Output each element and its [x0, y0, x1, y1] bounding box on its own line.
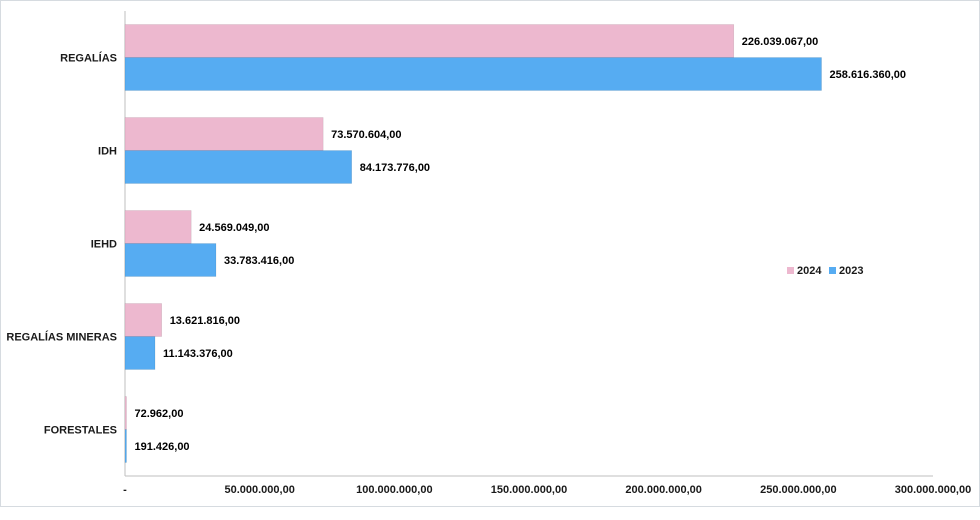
data-label: 72.962,00 — [135, 408, 184, 420]
legend-swatch — [829, 267, 836, 274]
data-label: 33.783.416,00 — [224, 255, 294, 267]
data-label: 11.143.376,00 — [163, 348, 233, 360]
bar-2024 — [124, 303, 162, 337]
data-label: 191.426,00 — [135, 441, 190, 453]
bar-2024 — [124, 396, 127, 430]
x-tick-label: 100.000.000,00 — [356, 484, 432, 496]
x-tick-label: 200.000.000,00 — [625, 484, 701, 496]
bar-2023 — [124, 336, 156, 370]
category-label: IDH — [98, 146, 117, 158]
data-label: 226.039.067,00 — [742, 36, 818, 48]
bar-2023 — [124, 57, 822, 91]
data-label: 13.621.816,00 — [170, 315, 240, 327]
category-label: REGALÍAS MINERAS — [6, 331, 117, 344]
bar-2023 — [124, 243, 217, 277]
bar-2023 — [124, 150, 352, 184]
data-label: 73.570.604,00 — [331, 129, 401, 141]
chart-frame: - 50.000.000,00 100.000.000,00 150.000.000,… — [0, 0, 980, 507]
bar-chart: - 50.000.000,00 100.000.000,00 150.000.000,… — [6, 11, 971, 496]
category-label: IEHD — [91, 239, 117, 251]
bar-2024 — [124, 24, 735, 58]
data-label: 24.569.049,00 — [199, 222, 269, 234]
legend-entry: 2024 — [797, 265, 822, 277]
bar-2024 — [124, 210, 192, 244]
x-tick-label: - — [123, 484, 127, 496]
legend-swatch — [787, 267, 794, 274]
x-tick-label: 300.000.000,00 — [895, 484, 971, 496]
bar-2024 — [124, 117, 324, 151]
category-label: FORESTALES — [44, 425, 117, 437]
x-tick-label: 50.000.000,00 — [224, 484, 294, 496]
legend-entry: 2023 — [839, 265, 863, 277]
category-label: REGALÍAS — [60, 52, 117, 65]
x-tick-label: 250.000.000,00 — [760, 484, 836, 496]
data-label: 84.173.776,00 — [360, 162, 430, 174]
bar-2023 — [124, 429, 127, 463]
x-tick-label: 150.000.000,00 — [491, 484, 567, 496]
data-label: 258.616.360,00 — [830, 69, 906, 81]
